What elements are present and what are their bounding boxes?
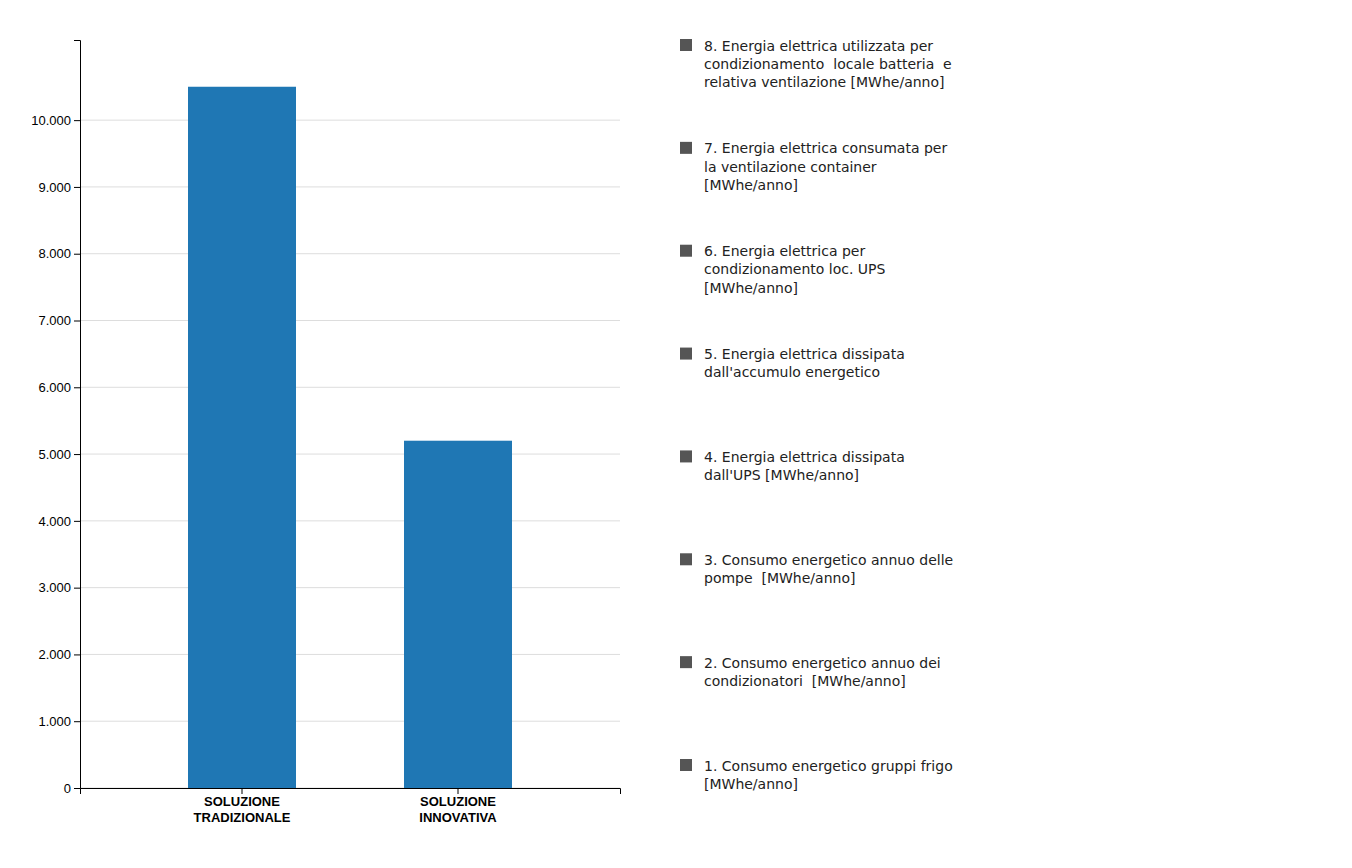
y-tick-label: 1.000: [38, 714, 71, 729]
annotation-line: 2. Consumo energetico annuo dei: [704, 655, 941, 671]
y-tick: 6.000: [38, 380, 80, 395]
annotation-marker: [680, 759, 692, 771]
y-tick-mark: [74, 387, 80, 388]
x-axis-line: [81, 789, 621, 795]
grid-line: [80, 186, 620, 187]
annotation-marker: [680, 39, 692, 51]
y-tick-label: 0: [64, 781, 71, 796]
plot: 0 1.000 2.000 3.000 4.000 5.000 6.000 7.000 8.00…: [31, 41, 620, 826]
grid-line: [80, 654, 620, 655]
y-axis-line: [74, 41, 81, 789]
bars: [188, 87, 512, 788]
annotation-line: [MWhe/anno]: [704, 177, 798, 193]
y-tick: 1.000: [38, 714, 80, 729]
grid-line: [80, 454, 620, 455]
annotation: 6. Energia elettrica per condizionamento …: [704, 243, 886, 295]
y-tick-mark: [74, 321, 80, 322]
x-tick-label-line: TRADIZIONALE: [194, 810, 291, 825]
grid-line: [80, 520, 620, 521]
y-tick-label: 8.000: [38, 246, 71, 261]
annotation-line: dall'accumulo energetico: [704, 364, 880, 380]
y-tick-mark: [74, 721, 80, 722]
y-tick-mark: [74, 120, 80, 121]
annotation-line: 6. Energia elettrica per: [704, 243, 865, 259]
x-tick-label: SOLUZIONETRADIZIONALE: [194, 794, 291, 825]
annotation: 8. Energia elettrica utilizzata per condi…: [704, 38, 952, 90]
y-tick-mark: [74, 521, 80, 522]
x-axis: SOLUZIONETRADIZIONALESOLUZIONEINNOVATIVA: [81, 788, 621, 825]
annotation-marker: [680, 553, 692, 565]
y-tick: 9.000: [38, 180, 80, 195]
annotation: 3. Consumo energetico annuo delle pompe […: [704, 552, 953, 586]
annotation-line: condizionamento locale batteria e: [704, 56, 952, 72]
annotation-line: 7. Energia elettrica consumata per: [704, 140, 947, 156]
annotation-line: relativa ventilazione [MWhe/anno]: [704, 74, 945, 90]
annotation: 7. Energia elettrica consumata per la ven…: [704, 140, 947, 192]
annotations: 8. Energia elettrica utilizzata per condi…: [680, 38, 953, 792]
annotation-marker: [680, 245, 692, 257]
y-tick-label: 3.000: [38, 580, 71, 595]
y-tick: 10.000: [31, 113, 80, 128]
y-tick-label: 6.000: [38, 380, 71, 395]
grid-line: [80, 721, 620, 722]
x-tick-label-line: SOLUZIONE: [420, 794, 496, 809]
grid: [80, 120, 620, 788]
annotation-marker: [680, 348, 692, 360]
annotation-line: condizionamento loc. UPS: [704, 261, 886, 277]
annotation-line: [MWhe/anno]: [704, 280, 798, 296]
x-tick-label-line: SOLUZIONE: [204, 794, 280, 809]
y-tick-mark: [74, 187, 80, 188]
grid-line: [80, 587, 620, 588]
annotation-line: dall'UPS [MWhe/anno]: [704, 467, 859, 483]
annotation-line: condizionatori [MWhe/anno]: [704, 673, 906, 689]
y-tick-label: 5.000: [38, 447, 71, 462]
annotation-line: pompe [MWhe/anno]: [704, 570, 855, 586]
y-tick-label: 4.000: [38, 514, 71, 529]
annotation-marker: [680, 142, 692, 154]
annotation-line: 8. Energia elettrica utilizzata per: [704, 38, 933, 54]
y-tick: 5.000: [38, 447, 80, 462]
x-tick-mark: [242, 788, 243, 794]
y-tick: 8.000: [38, 246, 80, 261]
y-tick: 3.000: [38, 580, 80, 595]
annotation: 5. Energia elettrica dissipata dall'accum…: [704, 346, 905, 380]
annotation: 4. Energia elettrica dissipata dall'UPS […: [704, 449, 905, 483]
chart: 0 1.000 2.000 3.000 4.000 5.000 6.000 7.000 8.00…: [0, 0, 1352, 868]
y-tick-mark: [74, 588, 80, 589]
grid-line: [80, 320, 620, 321]
y-tick-label: 9.000: [38, 180, 71, 195]
y-tick-mark: [74, 454, 80, 455]
y-tick-label: 7.000: [38, 313, 71, 328]
annotation-line: 3. Consumo energetico annuo delle: [704, 552, 953, 568]
x-tick-label: SOLUZIONEINNOVATIVA: [419, 794, 497, 825]
bar: [404, 441, 512, 788]
y-tick-label: 10.000: [31, 113, 71, 128]
annotation-line: la ventilazione container: [704, 159, 877, 175]
annotation-line: 1. Consumo energetico gruppi frigo: [704, 758, 953, 774]
y-tick-label: 2.000: [38, 647, 71, 662]
y-tick: 4.000: [38, 514, 80, 529]
annotation-line: [MWhe/anno]: [704, 776, 798, 792]
y-tick: 2.000: [38, 647, 80, 662]
grid-line: [80, 387, 620, 388]
y-tick-mark: [74, 788, 80, 789]
x-tick: SOLUZIONEINNOVATIVA: [419, 788, 497, 825]
y-tick: 7.000: [38, 313, 80, 328]
y-tick-mark: [74, 654, 80, 655]
grid-line: [80, 253, 620, 254]
annotation-marker: [680, 450, 692, 462]
y-tick: 0: [64, 781, 80, 796]
annotation-marker: [680, 656, 692, 668]
bar: [188, 87, 296, 788]
y-axis: 0 1.000 2.000 3.000 4.000 5.000 6.000 7.000 8.00…: [31, 41, 80, 796]
x-tick: SOLUZIONETRADIZIONALE: [194, 788, 291, 825]
y-tick-mark: [74, 254, 80, 255]
grid-line: [80, 120, 620, 121]
x-tick-mark: [458, 788, 459, 794]
annotation: 1. Consumo energetico gruppi frigo [MWhe/…: [704, 758, 953, 792]
annotation-line: 4. Energia elettrica dissipata: [704, 449, 905, 465]
annotation-line: 5. Energia elettrica dissipata: [704, 346, 905, 362]
x-tick-label-line: INNOVATIVA: [419, 810, 497, 825]
annotation: 2. Consumo energetico annuo dei condizion…: [704, 655, 941, 689]
